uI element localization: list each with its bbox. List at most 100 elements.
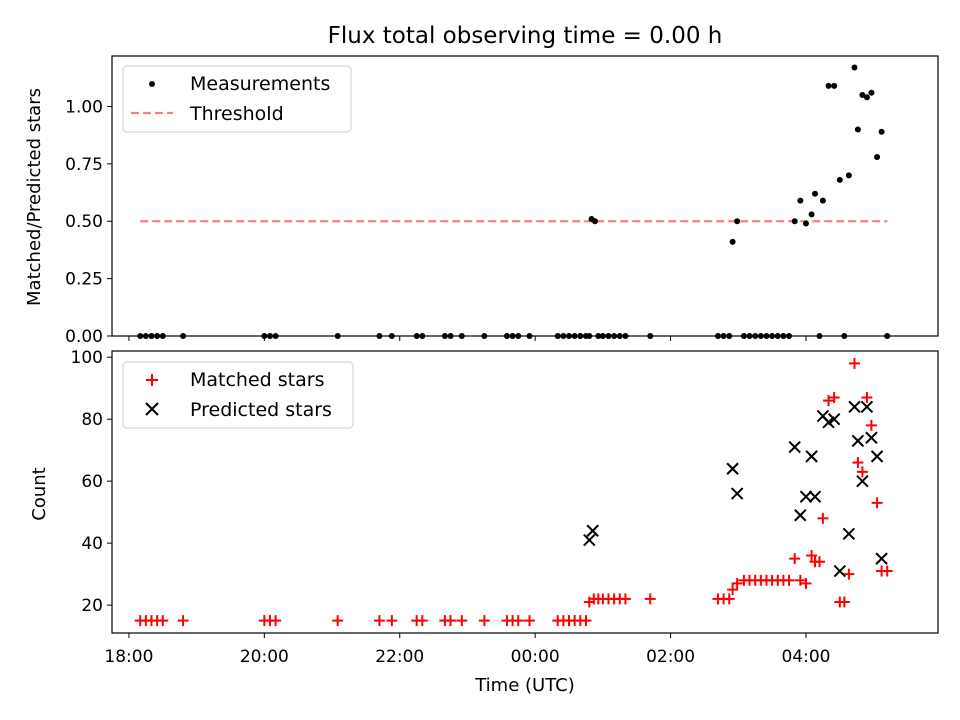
top-axes-frame [111,55,939,337]
measurement-point [797,197,804,204]
x-tick-label: 04:00 [781,647,830,667]
x-tick-label: 22:00 [375,647,424,667]
measurement-point [825,82,832,89]
y-tick-label: 0.75 [65,155,103,175]
legend-marker-predicted [145,402,159,416]
matched-star-point [478,615,490,627]
matched-star-point [332,615,344,627]
matched-star-point [794,574,806,586]
bottom-y-ticks: 20 40 60 80 100 [71,348,112,616]
predicted-star-point [730,487,744,500]
x-axis-label: Time (UTC) [474,675,575,696]
legend-label-predicted: Predicted stars [190,399,332,421]
x-tick-label: 02:00 [646,647,695,667]
x-tick-label: 00:00 [511,647,560,667]
matched-star-point [823,395,835,407]
chart-title: Flux total observing time = 0.00 h [328,23,723,49]
y-tick-label: 0.50 [65,212,103,232]
matched-star-point [456,615,468,627]
measurement-point [729,238,736,245]
predicted-star-point [842,527,856,541]
matched-star-point [416,615,428,627]
predicted-star-point [583,533,596,547]
predicted-star-point [799,490,813,503]
predicted-star-point [794,509,807,522]
y-tick-label: 60 [81,472,103,492]
matched-star-point [619,593,631,605]
matched-star-point [861,391,873,403]
x-tick-label: 18:00 [104,647,153,667]
legend-marker-measurements [149,81,155,87]
matched-star-point [800,577,812,589]
y-tick-label: 20 [81,596,103,616]
matched-star-point [386,615,398,627]
measurement-point [802,220,809,227]
top-legend: Measurements Threshold [122,65,352,133]
matched-star-point [817,512,829,524]
bottom-axes-frame [111,350,939,634]
matched-star-point [727,584,739,596]
predicted-star-point [726,462,739,475]
measurement-point [819,197,826,204]
matched-star-point [865,419,877,431]
legend-label-threshold: Threshold [189,103,284,125]
matched-star-point [806,550,818,562]
matched-star-point [524,615,536,627]
predicted-star-point [870,450,884,463]
predicted-star-point [865,431,878,444]
matched-star-point [814,556,826,568]
matched-star-point [177,615,189,627]
predicted-star-point [848,400,861,413]
predicted-star-point [808,490,822,503]
measurement-point [591,218,598,225]
measurement-point [808,211,815,218]
matched-star-point [644,593,656,605]
y-tick-label: 100 [71,348,103,368]
measurement-point [874,153,881,160]
matched-star-point [731,577,743,589]
matched-star-point [828,391,840,403]
matched-star-point [852,457,864,469]
measurement-point [831,82,838,89]
matched-star-point [789,553,801,565]
matched-star-point [848,357,860,369]
measurement-point [836,176,843,183]
matched-star-point [838,596,850,608]
legend-label-matched: Matched stars [190,369,324,391]
bottom-legend: Matched stars Predicted stars [122,361,354,429]
measurement-point [868,89,875,96]
measurement-point [845,172,852,179]
matched-star-point [881,565,893,577]
predicted-star-point [833,564,847,578]
matched-star-point [723,593,735,605]
matched-star-point [157,615,169,627]
y-tick-label: 80 [81,410,103,430]
legend-label-measurements: Measurements [190,73,330,95]
measurement-point [863,94,870,101]
matched-star-point [445,615,457,627]
predicted-star-point [827,412,841,426]
measurement-point [734,218,741,225]
matched-star-point [580,615,592,627]
matched-star-point [373,615,385,627]
legend-marker-matched [146,374,158,386]
matched-star-point [856,466,868,478]
matched-star-point [270,615,282,627]
predicted-star-point [851,434,865,448]
bottom-legend-box [122,361,354,429]
measurement-point [791,218,798,225]
y-tick-label: 0.00 [65,327,103,347]
matched-star-point [843,568,855,580]
y-tick-label: 1.00 [65,97,103,117]
predicted-star-point [586,524,599,537]
y-tick-label: 40 [81,534,103,554]
predicted-star-point [856,474,869,488]
bottom-x-ticks: 18:00 20:00 22:00 00:00 02:00 04:00 [104,633,830,667]
matched-star-point [512,615,524,627]
bottom-plot-area [134,357,893,627]
y-tick-label: 0.25 [65,270,103,290]
predicted-star-point [805,450,818,463]
top-y-ticks: 0.00 0.25 0.50 0.75 1.00 [65,97,112,347]
predicted-star-point [860,400,874,413]
